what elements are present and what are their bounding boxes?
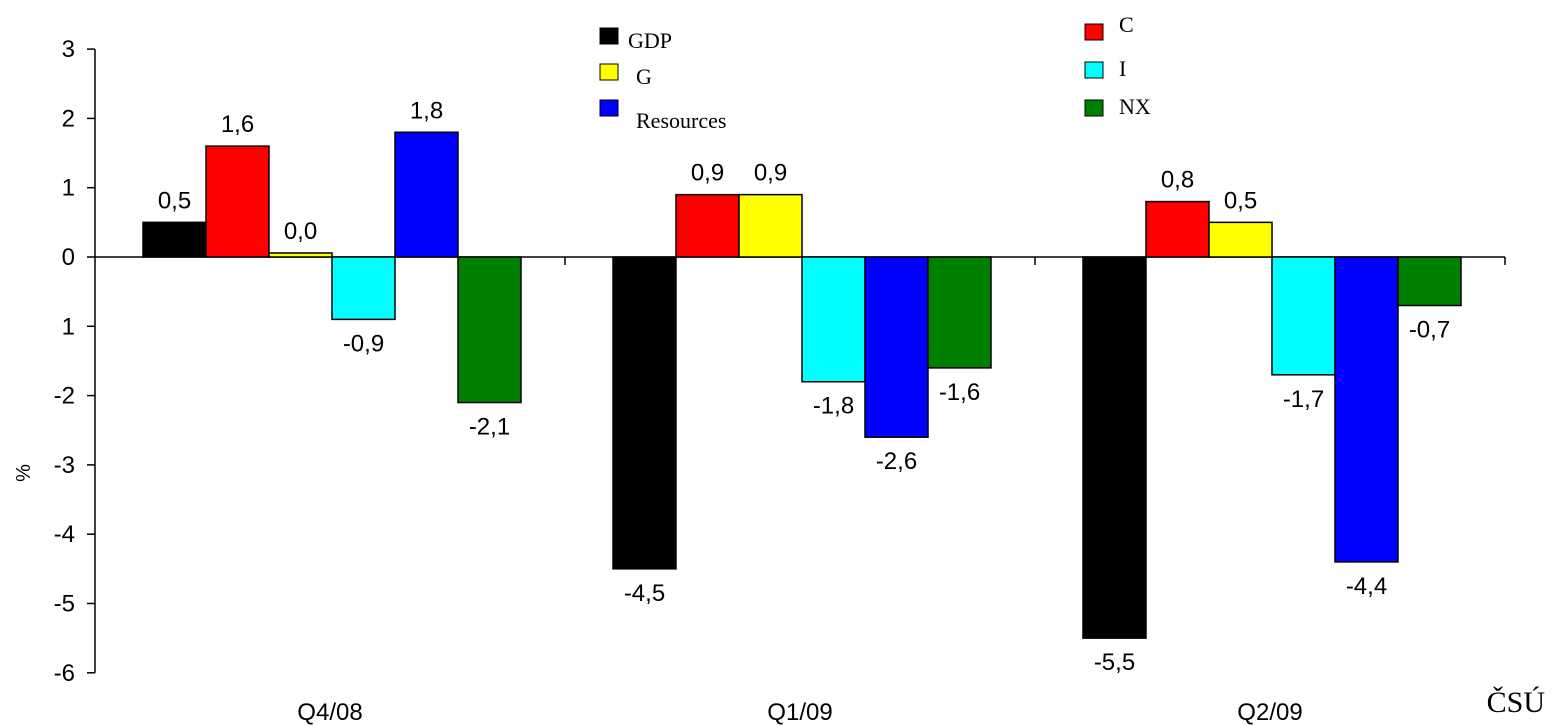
data-label: 0,0 [284,218,317,245]
bar [864,256,929,438]
data-label: -5,5 [1094,649,1135,676]
data-label: -1,8 [813,393,854,420]
bar [331,256,396,321]
legend-swatch [599,63,619,81]
y-tick-label: 1 [62,175,75,202]
source-note: ČSÚ [1487,686,1546,719]
data-label: 1,8 [410,97,443,124]
y-tick-label: -2 [54,383,75,410]
bar [612,256,677,570]
bar [801,256,866,383]
y-tick-label: 1 [62,313,75,340]
bar [1082,256,1147,639]
legend-label: GDP [628,28,672,53]
data-label: -0,7 [1409,317,1450,344]
category-label: Q1/09 [767,699,832,725]
legend-swatch [599,27,619,45]
y-tick-label: -5 [54,591,75,618]
y-tick-label: -3 [54,452,75,479]
legend-label: I [1119,56,1126,81]
bar [1271,256,1336,376]
legend-label: C [1119,12,1134,37]
category-label: Q4/08 [297,699,362,725]
bar [1208,221,1273,258]
data-label: -1,6 [939,379,980,406]
legend: GDP G Resources CI NX [599,12,1151,133]
y-axis-label: % [13,464,35,482]
bar [1145,200,1210,258]
legend-swatch [599,99,619,117]
bar [927,256,992,369]
y-tick-label: -6 [54,660,75,687]
y-tick-label: 3 [62,36,75,63]
data-label: -2,6 [876,448,917,475]
data-label: -0,9 [343,330,384,357]
bar [1397,256,1462,307]
legend-swatch [1084,99,1104,117]
axes: 3 2 1 0 1 -2 -3 -4 -5 -6 Q4/08 Q1/09 Q2/09 [54,36,1506,725]
data-label: 0,9 [691,160,724,187]
y-tick-label: 2 [62,105,75,132]
bar [457,256,522,404]
data-label: 1,6 [221,111,254,138]
legend-label: G [636,64,652,89]
data-label: 0,5 [158,187,191,214]
data-label: 0,8 [1161,167,1194,194]
bar [268,252,333,258]
y-tick-label: -4 [54,521,75,548]
data-label: -1,7 [1283,386,1324,413]
data-label: 0,5 [1224,187,1257,214]
y-tick-label: 0 [62,244,75,271]
bar [142,221,207,258]
legend-swatch [1084,61,1104,79]
data-label: -4,4 [1346,573,1387,600]
bars [142,131,1462,639]
bar [675,193,740,258]
legend-swatch [1084,23,1104,41]
legend-label: NX [1119,94,1151,119]
bar [205,145,270,258]
data-label: -4,5 [624,580,665,607]
data-labels: 0,5 1,6 0,0 -0,9 1,8 -2,1 -4,5 0,9 0,9 -1,8 -2,6 -1… [158,97,1450,676]
data-label: -2,1 [469,414,510,441]
bar [394,131,459,258]
bar [1334,256,1399,563]
category-label: Q2/09 [1237,699,1302,725]
bar [738,193,803,258]
legend-label: Resources [636,108,726,133]
data-label: 0,9 [754,160,787,187]
